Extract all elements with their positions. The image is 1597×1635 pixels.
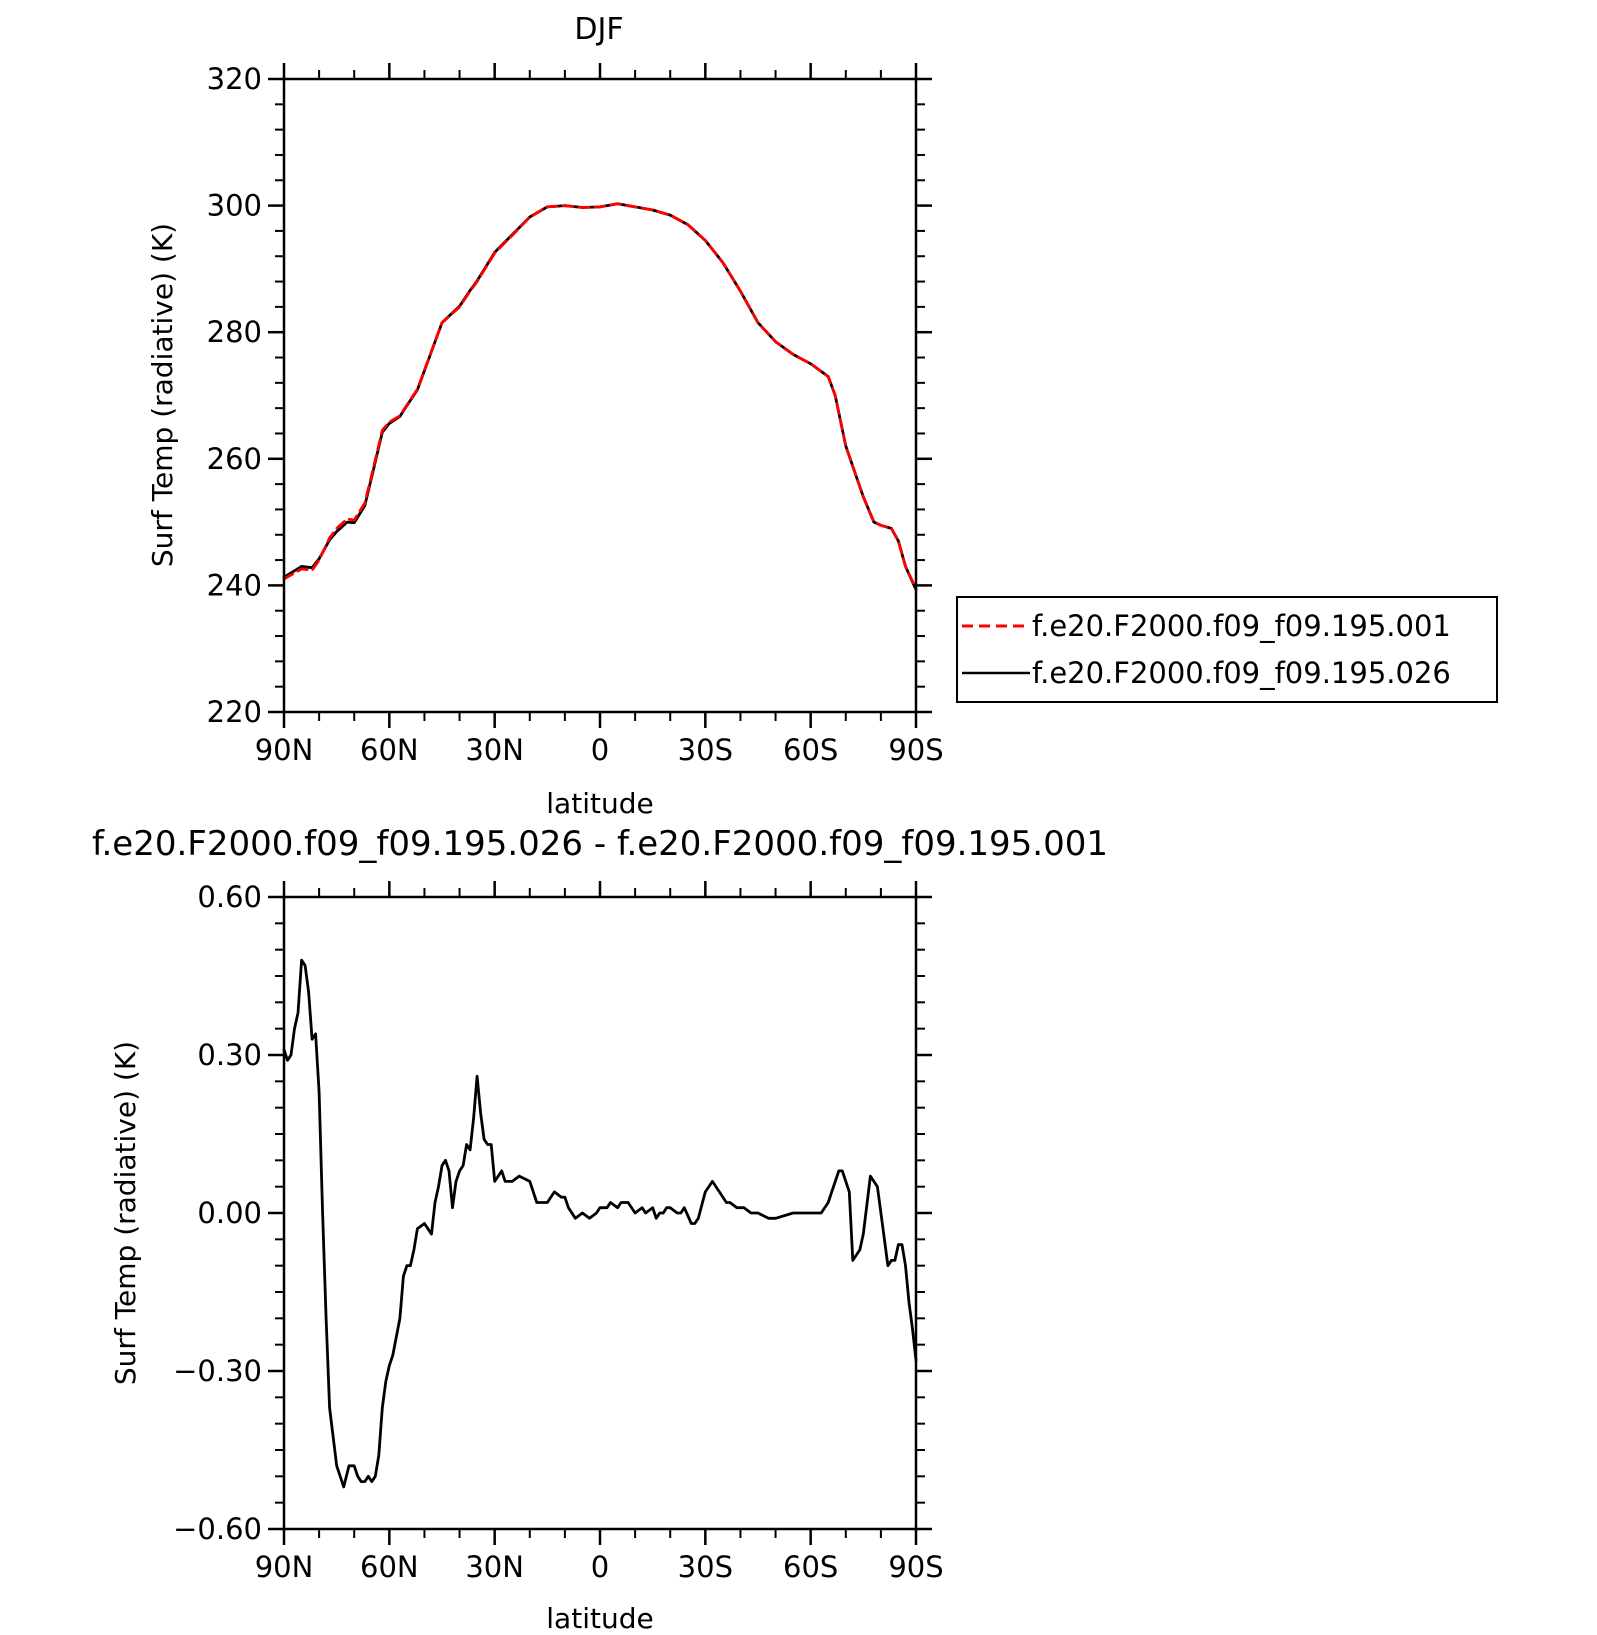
top-plot-frame [282, 77, 918, 714]
bottom-plot-frame [282, 895, 918, 1531]
bottom-y-tick-label: 0.30 [197, 1038, 262, 1072]
bottom-x-tick-label: 0 [591, 1550, 609, 1584]
bottom-panel: f.e20.F2000.f09_f09.195.026 - f.e20.F200… [92, 824, 1108, 1635]
top-y-tick-label: 260 [207, 442, 262, 476]
bottom-y-tick-label: −0.60 [173, 1512, 262, 1546]
bottom-x-tick-label: 90N [255, 1550, 314, 1584]
top-x-tick-label: 30N [465, 733, 524, 767]
legend: f.e20.F2000.f09_f09.195.001 f.e20.F2000.… [956, 596, 1498, 703]
bottom-series-line-solid [282, 958, 918, 1489]
top-y-tick-label: 320 [207, 62, 262, 96]
top-y-tick-label: 280 [207, 315, 262, 349]
bottom-x-tick-label: 60N [360, 1550, 419, 1584]
legend-label-026: f.e20.F2000.f09_f09.195.026 [1032, 656, 1451, 690]
bottom-series-group [282, 958, 918, 1489]
bottom-ticks [268, 881, 932, 1545]
top-y-tick-label: 240 [207, 568, 262, 602]
bottom-chart-title: f.e20.F2000.f09_f09.195.026 - f.e20.F200… [92, 824, 1108, 864]
top-x-tick-label: 90N [255, 733, 314, 767]
top-y-axis-label: Surf Temp (radiative) (K) [146, 223, 179, 567]
bottom-x-tick-label: 30N [465, 1550, 524, 1584]
top-series-line-dashed [282, 202, 918, 590]
top-y-tick-label: 300 [207, 189, 262, 223]
top-series-group [282, 202, 918, 592]
top-series-line-solid [282, 202, 918, 592]
bottom-y-tick-label: 0.00 [197, 1196, 262, 1230]
bottom-x-tick-label: 30S [678, 1550, 733, 1584]
top-x-tick-label: 30S [678, 733, 733, 767]
top-chart-title: DJF [574, 12, 623, 47]
bottom-y-tick-label: 0.60 [197, 880, 262, 914]
top-y-tick-labels: 220 240 260 280 300 320 [207, 62, 262, 729]
top-ticks [268, 63, 932, 728]
bottom-x-tick-label: 60S [783, 1550, 838, 1584]
top-x-axis-label: latitude [546, 787, 653, 820]
top-x-tick-label: 60S [783, 733, 838, 767]
top-x-tick-label: 90S [888, 733, 943, 767]
top-x-tick-label: 0 [591, 733, 609, 767]
top-y-tick-label: 220 [207, 695, 262, 729]
bottom-y-tick-label: −0.30 [173, 1354, 262, 1388]
legend-label-001: f.e20.F2000.f09_f09.195.001 [1032, 609, 1451, 643]
bottom-y-axis-label: Surf Temp (radiative) (K) [109, 1041, 142, 1385]
top-x-tick-label: 60N [360, 733, 419, 767]
bottom-x-tick-labels: 90N 60N 30N 0 30S 60S 90S [255, 1550, 944, 1584]
top-x-tick-labels: 90N 60N 30N 0 30S 60S 90S [255, 733, 944, 767]
bottom-x-axis-label: latitude [546, 1602, 653, 1635]
legend-box [956, 596, 1498, 703]
bottom-y-tick-labels: −0.60 −0.30 0.00 0.30 0.60 [173, 880, 262, 1546]
bottom-x-tick-label: 90S [888, 1550, 943, 1584]
